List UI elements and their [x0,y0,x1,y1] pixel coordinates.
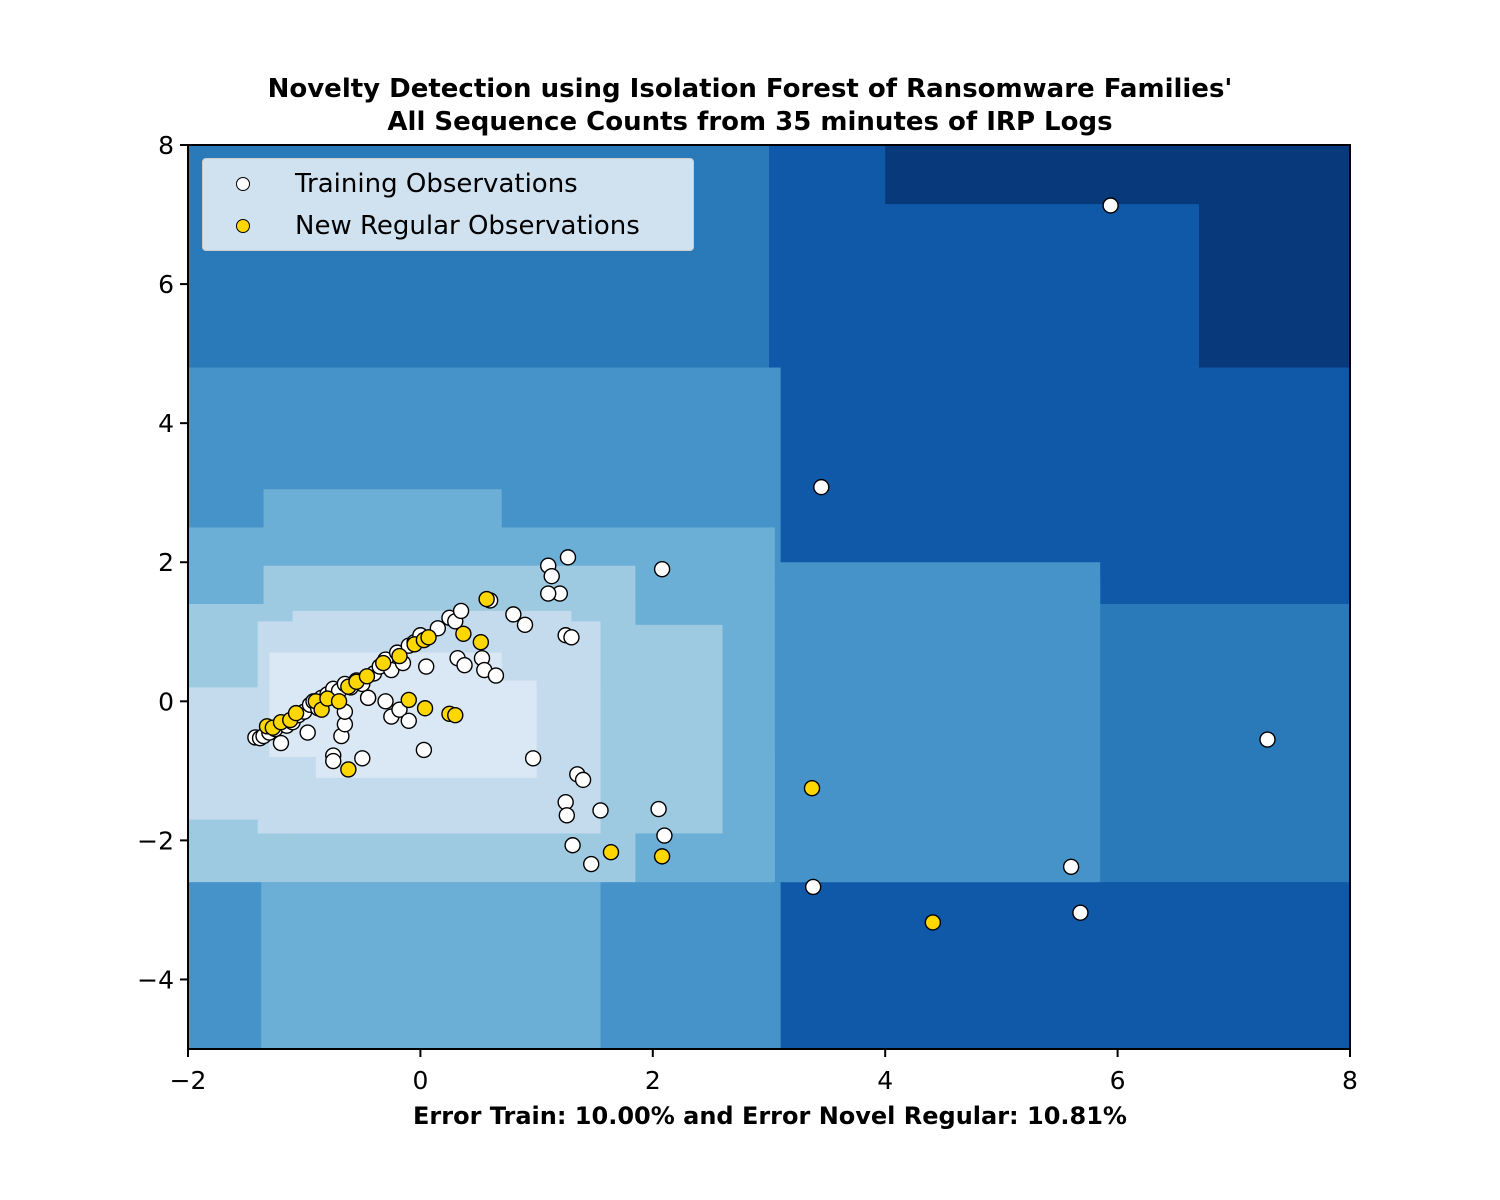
novel-point [455,625,472,643]
y-tick-label: −2 [137,826,174,855]
training-point [804,878,822,896]
training-point [563,629,580,646]
decision-function-contours [188,145,1350,1049]
training-point [487,667,505,684]
y-tick-label: 6 [158,270,174,299]
plot-frame [187,144,1351,1050]
training-point [359,689,377,707]
training-point [272,734,290,752]
legend-marker-novel [236,219,250,233]
x-tick-label: 4 [877,1066,893,1095]
training-point [354,750,371,767]
training-point [543,567,560,585]
x-tick-label: 2 [645,1066,661,1095]
training-point [1062,858,1080,876]
contour-region [1222,909,1350,1049]
training-point [516,616,534,634]
y-tick-label: 8 [158,131,174,160]
training-point [558,807,576,824]
novel-point [420,629,437,646]
training-point [400,712,417,729]
x-tick-label: −2 [170,1066,207,1095]
novel-point [478,590,495,608]
contour-region [885,145,1350,205]
x-tick-label: 8 [1342,1066,1358,1095]
training-point [1102,197,1119,214]
training-point [1259,731,1276,748]
training-point [656,827,673,844]
novel-point [391,647,408,665]
novel-point [340,761,357,778]
training-point [650,800,667,818]
y-tick-label: −4 [137,965,174,994]
novel-point [924,914,942,931]
training-point [1072,904,1089,921]
x-axis-label: Error Train: 10.00% and Error Novel Regu… [413,1102,1127,1130]
training-point [299,724,316,741]
contour-region [315,680,537,778]
novel-point [287,704,305,722]
training-point [505,606,522,623]
novel-point [400,691,417,709]
contour-region [635,624,723,834]
training-point [559,549,577,566]
y-tick-label: 0 [158,687,174,716]
training-point [583,855,600,873]
training-point [452,602,470,620]
novel-point [375,654,392,672]
x-tick-label: 6 [1110,1066,1126,1095]
y-tick-label: 4 [158,409,174,438]
y-tick-label: 2 [158,548,174,577]
contour-region [261,882,601,1049]
training-point [574,771,592,789]
training-point [653,560,671,578]
novel-point [447,707,464,724]
training-point [592,802,609,819]
training-point [564,837,581,854]
data-points [247,197,1276,931]
novel-point [653,848,671,865]
chart-title-line-1: Novelty Detection using Isolation Forest… [267,74,1233,104]
training-point [377,693,394,710]
novel-point [416,700,434,717]
novel-point [358,668,376,685]
training-point [813,478,830,496]
x-tick-label: 0 [412,1066,428,1095]
training-point [418,658,435,675]
training-point [325,752,342,770]
novel-point [330,693,348,710]
training-point [415,741,433,759]
contour-region [769,576,1101,883]
novel-point [803,780,821,797]
legend-marker-training [236,177,250,191]
novel-point [472,634,490,651]
axis-ticks: −2 0 2 4 6 8 −4 −2 0 2 4 6 8 [137,131,1358,1095]
chart-title-line-2: All Sequence Counts from 35 minutes of I… [387,107,1113,137]
training-point [456,656,473,674]
legend-label-novel: New Regular Observations [295,211,640,241]
training-point [524,750,542,767]
novel-point [602,844,620,861]
training-point [540,585,557,602]
legend-label-training: Training Observations [295,169,578,199]
legend: Training Observations New Regular Observ… [202,158,694,251]
